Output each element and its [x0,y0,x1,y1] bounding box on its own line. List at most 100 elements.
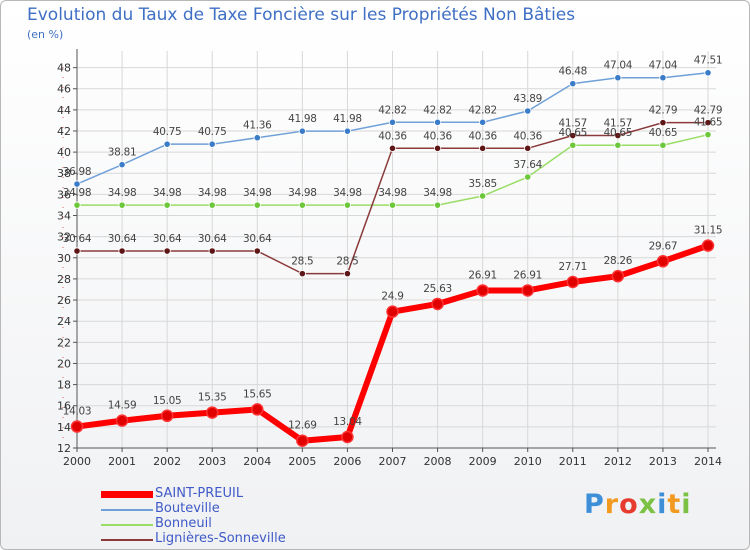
data-point-saint-preuil [431,297,444,311]
data-point-saint-preuil [341,430,354,444]
y-tick-label: 38 [57,167,71,180]
data-label-bouteville: 42.82 [468,104,497,116]
data-label-bouteville: 38.81 [108,147,137,159]
x-tick-label: 2002 [153,455,181,468]
data-label-saint-preuil: 15.35 [198,392,227,404]
x-tick-label: 2009 [469,455,497,468]
legend-swatch-lignieres-sonneville [101,539,153,541]
data-point-lignieres-sonneville [659,119,667,127]
y-tick-label: 24 [57,315,71,328]
data-point-saint-preuil [566,275,580,289]
data-label-lignieres-sonneville: 30.64 [108,233,137,245]
data-label-bouteville: 47.51 [694,55,723,67]
data-point-lignieres-sonneville [73,247,81,255]
y-tick-label: 20 [57,357,71,370]
data-label-saint-preuil: 28.26 [604,255,633,267]
data-point-bouteville [433,118,442,126]
data-point-bonneuil [614,141,622,149]
proxiti-logo: Proxiti [584,489,692,520]
data-point-bonneuil [163,201,171,209]
data-point-bonneuil [479,192,487,200]
data-point-bouteville [73,180,81,188]
legend-label-lignieres-sonneville: Lignières-Sonneville [155,531,286,546]
data-label-lignieres-sonneville: 40.36 [513,130,542,142]
data-label-bouteville: 36.98 [63,166,92,178]
logo-letter: r [604,489,620,520]
legend-item-bouteville: Bouteville [101,501,361,517]
logo-letter: i [681,489,692,520]
data-point-lignieres-sonneville [569,131,577,140]
logo-letter: o [619,489,639,520]
y-tick-label: 46 [57,83,71,96]
label-layer: 14.03 14.59 15.05 15.35 15.65 12.69 13.04 24.9 2… [63,55,723,432]
y-tick-label: 26 [57,294,71,307]
y-tick-label: 28 [57,273,71,286]
data-point-bonneuil [659,141,667,149]
data-label-lignieres-sonneville: 28.5 [291,256,313,268]
data-label-bonneuil: 34.98 [63,187,92,199]
data-point-bonneuil [253,201,261,209]
data-point-lignieres-sonneville [524,144,532,152]
logo-letter: i [657,489,668,520]
data-point-saint-preuil [296,434,309,447]
data-point-bonneuil [118,201,126,209]
data-label-bouteville: 40.75 [153,126,182,138]
data-label-saint-preuil: 14.03 [63,406,92,418]
data-label-lignieres-sonneville: 40.36 [468,130,497,142]
data-point-saint-preuil [205,406,219,419]
data-point-bonneuil [343,201,352,209]
data-label-saint-preuil: 26.91 [513,269,542,281]
data-label-bonneuil: 40.65 [604,127,633,139]
data-point-bonneuil [208,201,216,209]
legend-label-bonneuil: Bonneuil [155,516,212,531]
data-label-lignieres-sonneville: 42.79 [649,105,678,117]
x-tick-label: 2004 [243,455,271,468]
x-tick-label: 2014 [694,455,722,468]
data-label-bouteville: 41.36 [243,120,272,132]
data-label-lignieres-sonneville: 30.64 [63,233,92,245]
x-tick-label: 2005 [288,455,316,468]
data-label-lignieres-sonneville: 30.64 [153,233,182,245]
data-point-bouteville [388,118,397,126]
data-point-bouteville [118,161,126,169]
legend: SAINT-PREUIL Bouteville Bonneuil Lignièr… [101,486,361,547]
data-label-bouteville: 46.48 [559,66,588,78]
data-point-lignieres-sonneville [208,247,216,255]
y-tick-label: 22 [57,336,71,349]
data-label-bonneuil: 34.98 [198,187,227,199]
data-point-lignieres-sonneville [253,247,261,255]
y-tick-label: 18 [57,379,71,392]
data-point-lignieres-sonneville [118,247,126,255]
data-label-bonneuil: 34.98 [108,187,137,199]
legend-label-bouteville: Bouteville [155,501,220,516]
data-label-bouteville: 42.82 [423,104,452,116]
data-label-saint-preuil: 15.05 [153,395,182,407]
data-label-bonneuil: 34.98 [378,187,407,199]
data-label-saint-preuil: 14.59 [108,400,137,412]
data-label-saint-preuil: 15.65 [243,388,272,400]
x-tick-label: 2001 [108,455,136,468]
data-point-bouteville [524,107,532,115]
data-point-lignieres-sonneville [388,144,397,152]
logo-letter: P [584,489,605,520]
y-tick-label: 42 [57,125,71,138]
data-point-saint-preuil [251,403,264,416]
data-label-lignieres-sonneville: 30.64 [198,233,227,245]
y-tick-label: 48 [57,62,71,75]
unit-label: (en %) [27,28,64,41]
data-label-lignieres-sonneville: 40.36 [378,130,407,142]
legend-item-lignieres-sonneville: Lignières-Sonneville [101,531,361,547]
data-point-saint-preuil [656,255,670,268]
data-label-saint-preuil: 27.71 [559,261,588,273]
data-label-bouteville: 47.04 [604,60,633,72]
y-tick-label: 16 [57,400,71,413]
data-point-bonneuil [524,173,532,181]
data-point-bonneuil [433,201,442,209]
logo-letter: x [638,489,658,520]
legend-swatch-bonneuil [101,524,153,526]
data-point-bonneuil [73,201,81,209]
data-point-lignieres-sonneville [163,247,171,255]
data-point-saint-preuil [521,284,534,297]
